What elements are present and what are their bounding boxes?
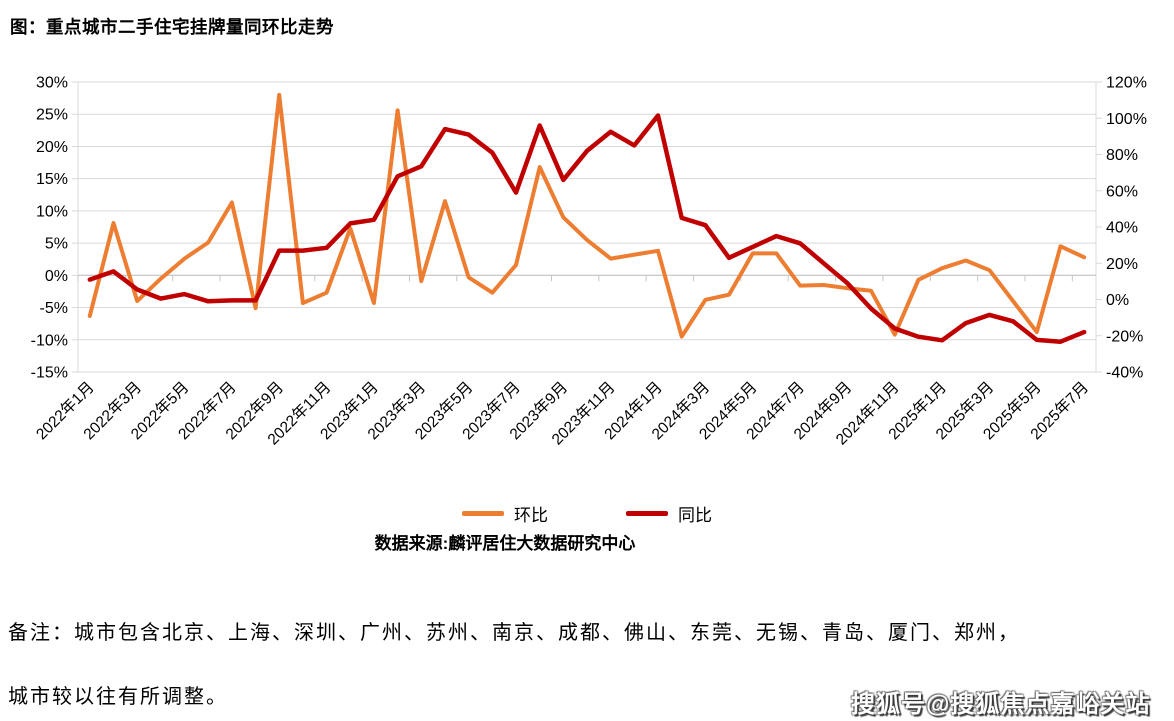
y-axis-right-label: 80% — [1106, 147, 1138, 164]
y-axis-left-label: 20% — [36, 139, 68, 156]
mom-line-swatch — [462, 511, 504, 516]
y-axis-right-label: 40% — [1106, 220, 1138, 237]
chart-legend: 环比 同比 — [0, 501, 1174, 526]
footnote-line-1: 备注：城市包含北京、上海、深圳、广州、苏州、南京、成都、佛山、东莞、无锡、青岛、… — [8, 622, 1020, 644]
y-axis-left-label: -10% — [31, 332, 68, 349]
sohu-watermark: 搜狐号@搜狐焦点嘉峪关站 — [851, 691, 1151, 718]
y-axis-left-label: 30% — [36, 75, 68, 92]
line-chart: 30% 25% 20% 15% 10% 5% 0% -5% -10% -15% 120% 100% 80… — [31, 75, 1147, 449]
y-axis-right-label: 0% — [1106, 292, 1129, 309]
y-axis-left-label: -5% — [40, 300, 68, 317]
y-axis-right-label: 100% — [1106, 111, 1147, 128]
y-axis-left-label: 25% — [36, 107, 68, 124]
data-source-caption: 数据来源:麟评居住大数据研究中心 — [374, 534, 636, 553]
y-axis-left-label: 0% — [45, 268, 68, 285]
footnote-line-2: 城市较以往有所调整。 — [8, 686, 228, 708]
y-axis-right-label: 20% — [1106, 256, 1138, 273]
legend-item-mom: 环比 — [462, 501, 548, 526]
chart-area: 30% 25% 20% 15% 10% 5% 0% -5% -10% -15% 120% 100% 80… — [31, 75, 1147, 449]
yoy-line-swatch — [626, 511, 668, 516]
y-axis-left-label: -15% — [31, 365, 68, 382]
y-axis-left-label: 5% — [45, 236, 68, 253]
y-axis-right-label: -20% — [1106, 328, 1143, 345]
y-axis-right-label: 60% — [1106, 183, 1138, 200]
mom-legend-label: 环比 — [514, 506, 548, 525]
chart-title: 图：重点城市二手住宅挂牌量同环比走势 — [10, 17, 334, 37]
mom-series-line — [87, 92, 1087, 339]
legend-item-yoy: 同比 — [626, 501, 712, 526]
y-axis-right-label: 120% — [1106, 75, 1147, 92]
yoy-series-line — [87, 113, 1087, 344]
y-axis-left-label: 15% — [36, 171, 68, 188]
y-axis-left-label: 10% — [36, 203, 68, 220]
y-axis-right-label: -40% — [1106, 365, 1143, 382]
yoy-legend-label: 同比 — [678, 506, 712, 525]
